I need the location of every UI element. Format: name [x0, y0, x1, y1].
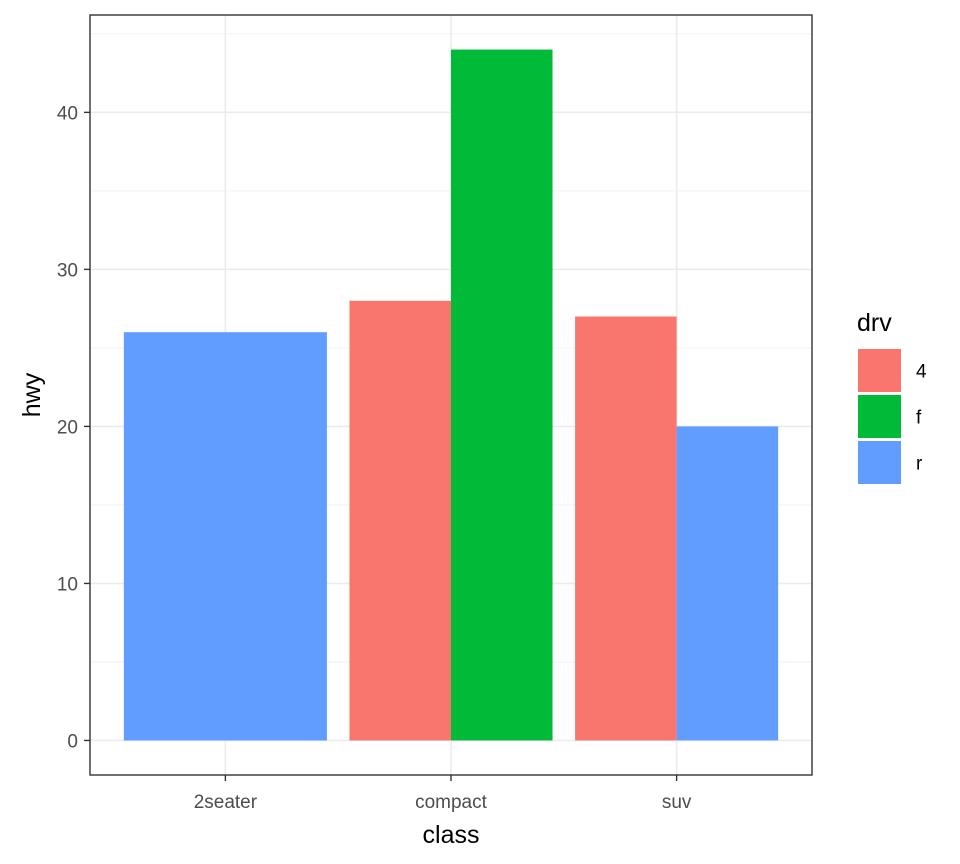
legend-label-r: r — [916, 454, 923, 475]
y-tick-label: 10 — [57, 574, 78, 595]
legend-label-4: 4 — [916, 362, 927, 383]
legend: drv 4 f r — [857, 309, 927, 484]
x-tick-label: 2seater — [194, 792, 258, 813]
legend-key-r — [858, 441, 901, 484]
y-tick-label: 30 — [57, 260, 78, 281]
x-tick-label: suv — [662, 792, 692, 813]
bars — [123, 49, 779, 741]
x-tick-label: compact — [415, 792, 488, 813]
y-tick-label: 20 — [57, 417, 78, 438]
y-tick-label: 0 — [67, 731, 78, 752]
legend-key-f — [858, 395, 901, 438]
legend-key-4 — [858, 349, 901, 392]
bar-compact-f — [451, 49, 553, 741]
legend-title: drv — [857, 309, 892, 337]
bar-2seater-r — [123, 332, 327, 741]
legend-label-f: f — [916, 408, 922, 429]
y-axis: 0 10 20 30 40 — [57, 103, 90, 752]
bar-suv-r — [676, 426, 779, 741]
y-axis-title: hwy — [18, 372, 46, 417]
y-tick-label: 40 — [57, 103, 78, 124]
x-axis-title: class — [423, 821, 480, 849]
bar-suv-4 — [575, 316, 677, 741]
x-axis: 2seater compact suv — [194, 775, 692, 813]
bar-compact-4 — [349, 300, 451, 741]
